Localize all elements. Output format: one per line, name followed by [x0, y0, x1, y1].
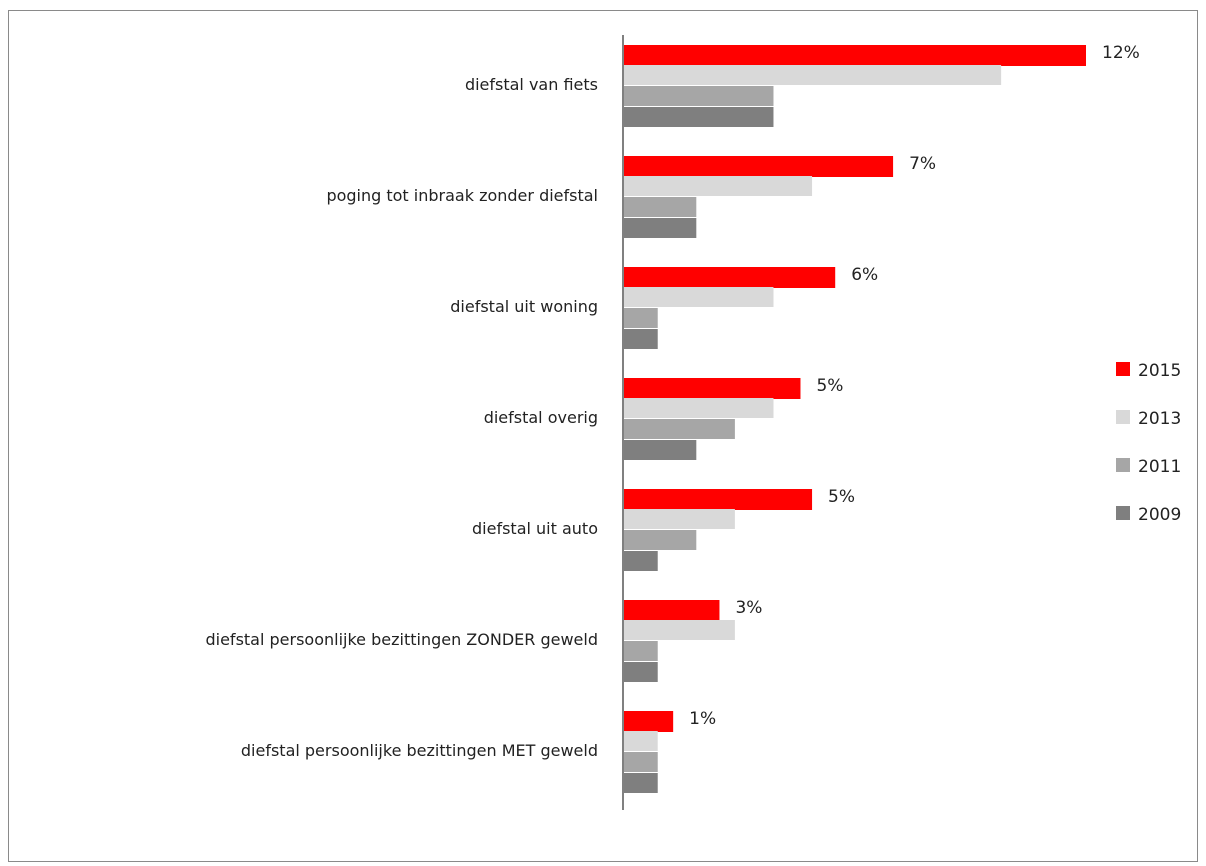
bar-2011-3: [623, 308, 658, 328]
bar-2015-5: [623, 489, 813, 510]
bar-2015-3: [623, 267, 836, 288]
bar-2015-6: [623, 600, 720, 621]
data-label-2015: 12%: [1102, 43, 1140, 63]
data-labels: 12% 7% 6% 5% 5% 3% 1%: [689, 43, 1140, 729]
bar-2009-7: [623, 773, 658, 793]
bar-2015-4: [623, 378, 801, 399]
data-label-2015: 5%: [828, 487, 855, 507]
category-label: diefstal persoonlijke bezittingen MET ge…: [241, 741, 598, 760]
bar-2013-6: [623, 620, 735, 640]
legend-label-2011: 2011: [1138, 457, 1181, 477]
bar-2015-7: [623, 711, 674, 732]
data-label-2015: 5%: [816, 376, 843, 396]
category-labels: diefstal van fiets poging tot inbraak zon…: [205, 75, 598, 760]
bar-2015-1: [623, 45, 1086, 66]
data-label-2015: 6%: [851, 265, 878, 285]
bar-2013-5: [623, 509, 735, 529]
legend-swatch-2015: [1116, 362, 1130, 376]
legend-label-2013: 2013: [1138, 409, 1181, 429]
data-label-2015: 1%: [689, 709, 716, 729]
bar-2011-1: [623, 86, 774, 106]
bar-2009-1: [623, 107, 774, 127]
bar-2011-4: [623, 419, 735, 439]
category-label: diefstal van fiets: [465, 75, 598, 94]
bar-2011-7: [623, 752, 658, 772]
category-label: diefstal overig: [484, 408, 598, 427]
category-label: diefstal uit auto: [472, 519, 598, 538]
bar-2011-5: [623, 530, 697, 550]
bar-2009-5: [623, 551, 658, 571]
data-label-2015: 3%: [735, 598, 762, 618]
chart-frame: [8, 10, 1198, 862]
bar-2011-2: [623, 197, 697, 217]
bar-2015-2: [623, 156, 894, 177]
bar-2013-7: [623, 731, 658, 751]
legend: 2015 2013 2011 2009: [1116, 361, 1181, 525]
bar-2009-6: [623, 662, 658, 682]
bar-2009-3: [623, 329, 658, 349]
bar-2013-1: [623, 65, 1002, 85]
bar-2013-2: [623, 176, 813, 196]
legend-swatch-2009: [1116, 506, 1130, 520]
bar-2013-4: [623, 398, 774, 418]
bar-2009-4: [623, 440, 697, 460]
bar-2009-2: [623, 218, 697, 238]
legend-label-2009: 2009: [1138, 505, 1181, 525]
legend-label-2015: 2015: [1138, 361, 1181, 381]
legend-swatch-2011: [1116, 458, 1130, 472]
data-label-2015: 7%: [909, 154, 936, 174]
bar-2013-3: [623, 287, 774, 307]
legend-swatch-2013: [1116, 410, 1130, 424]
category-label: poging tot inbraak zonder diefstal: [326, 186, 598, 205]
category-label: diefstal uit woning: [450, 297, 598, 316]
category-label: diefstal persoonlijke bezittingen ZONDER…: [205, 630, 598, 649]
bar-2011-6: [623, 641, 658, 661]
bars-group: [623, 45, 1086, 793]
